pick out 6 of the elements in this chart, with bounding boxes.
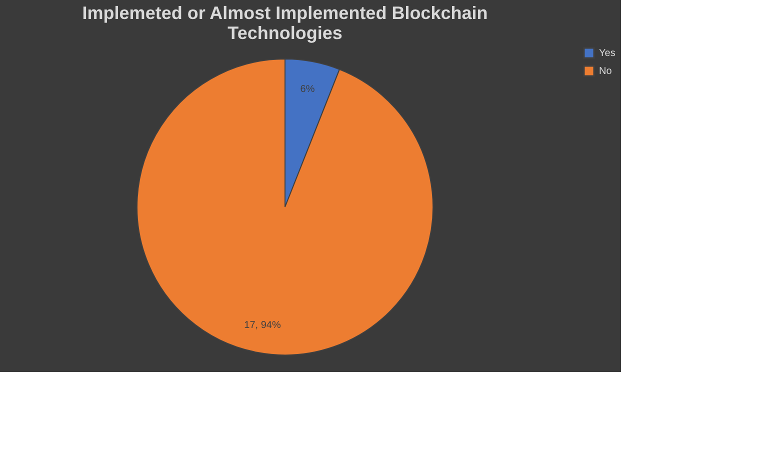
legend-label: No [599, 66, 612, 77]
chart-title: Implemeted or Almost Implemented Blockchain Technologies [82, 3, 488, 43]
pie-slice [136, 58, 434, 356]
legend-label: Yes [599, 48, 616, 59]
data-label: 17, 94% [244, 320, 281, 331]
data-label: 6% [300, 84, 315, 96]
